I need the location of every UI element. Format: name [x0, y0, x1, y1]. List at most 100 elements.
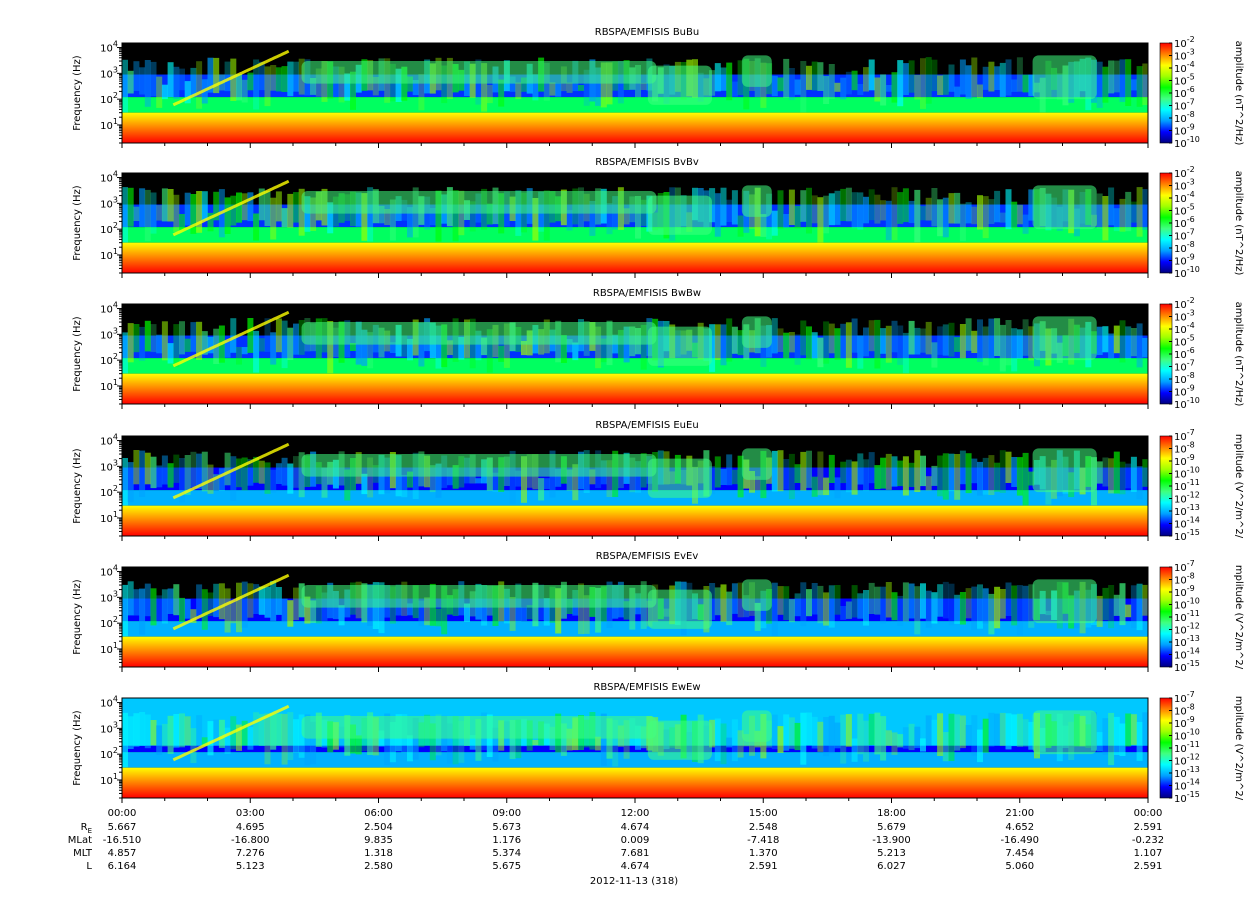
colorbar-tick-label: 10-10: [1174, 466, 1200, 481]
spectral-strip: [173, 584, 180, 616]
spectral-strip: [298, 188, 305, 236]
spectral-strip: [902, 188, 909, 223]
spectral-strip: [196, 453, 203, 489]
colorbar-tick-label: 10-9: [1174, 384, 1195, 399]
spectrogram-panel: RBSPA/EMFISIS BuBu 101 102 103 104 Frequency …: [72, 27, 1244, 150]
colorbar-tick-label: 10-7: [1174, 428, 1195, 443]
spectral-strip: [811, 583, 818, 615]
spectral-strip: [982, 588, 989, 624]
spectral-strip: [304, 714, 311, 766]
spectral-strip: [902, 582, 909, 622]
spectral-strip: [840, 323, 847, 359]
spectral-strip: [464, 603, 470, 622]
spectral-strip: [1011, 585, 1018, 626]
spectral-strip: [754, 476, 761, 491]
spectral-strip: [720, 187, 727, 226]
spectral-strip: [788, 453, 795, 500]
spectral-strip: [880, 328, 887, 354]
spectral-strip: [840, 461, 847, 484]
ephemeris-value: 2.580: [364, 861, 393, 872]
ephemeris-value: 2.591: [1134, 861, 1163, 872]
spectral-strip: [863, 327, 869, 357]
spectral-strip: [595, 326, 602, 369]
spectral-strip: [714, 718, 721, 762]
spectral-strip: [566, 82, 573, 93]
spectral-strip: [201, 737, 208, 747]
spectral-strip: [794, 593, 801, 617]
spectral-strip: [880, 74, 887, 106]
y-tick-label: 104: [100, 695, 118, 710]
spectral-strip: [726, 737, 733, 748]
spectral-strip: [1108, 458, 1115, 494]
colorbar-tick-label: 10-8: [1174, 240, 1195, 255]
spectral-strip: [1102, 457, 1109, 487]
spectral-strip: [230, 456, 237, 501]
spectral-strip: [184, 81, 191, 104]
spectral-strip: [281, 66, 288, 92]
spectral-strip: [1125, 713, 1132, 747]
ephemeris-value: -7.418: [747, 835, 779, 846]
spectral-strip: [931, 59, 938, 92]
colorbar-tick-label: 10-14: [1174, 516, 1200, 531]
colorbar-tick-label: 10-10: [1174, 265, 1200, 280]
spectral-band: [122, 373, 1148, 404]
spectral-strip: [1028, 189, 1035, 221]
spectral-strip: [498, 79, 505, 107]
spectral-strip: [287, 193, 294, 228]
colorbar-tick-label: 10-6: [1174, 85, 1195, 100]
spectral-strip: [977, 461, 983, 496]
spectral-strip: [429, 465, 436, 493]
spectral-strip: [167, 343, 174, 364]
spectral-strip: [874, 712, 881, 755]
colorbar-tick-label: 10-9: [1174, 453, 1195, 468]
spectral-strip: [1016, 585, 1023, 636]
hiss-region: [741, 316, 772, 348]
spectral-strip: [486, 84, 493, 104]
spectral-strip: [122, 187, 128, 243]
spectral-strip: [486, 203, 493, 225]
spectral-strip: [925, 590, 932, 628]
spectral-strip: [1028, 74, 1035, 97]
spectral-strip: [264, 586, 271, 618]
y-tick-label: 101: [100, 117, 118, 132]
spectral-strip: [144, 583, 151, 617]
spectral-strip: [1113, 325, 1120, 354]
spectral-strip: [139, 67, 146, 95]
spectral-strip: [241, 79, 248, 103]
spectral-strip: [218, 719, 225, 748]
colorbar-label: mplitude (V^2/m^2/: [1233, 434, 1244, 539]
colorbar-tick-label: 10-11: [1174, 609, 1200, 624]
spectral-strip: [982, 457, 989, 495]
spectral-strip: [412, 717, 419, 760]
spectral-strip: [190, 322, 197, 352]
spectral-strip: [920, 58, 926, 109]
spectral-strip: [230, 195, 237, 226]
spectral-band: [122, 752, 1148, 768]
colorbar-tick-label: 10-14: [1174, 778, 1200, 793]
y-tick-label: 103: [100, 589, 118, 604]
spectral-strip: [253, 330, 260, 373]
spectral-strip: [811, 195, 818, 224]
spectral-strip: [874, 77, 881, 102]
spectral-strip: [885, 730, 892, 746]
spectral-strip: [435, 190, 442, 242]
spectral-strip: [783, 332, 790, 358]
spectral-strip: [560, 335, 567, 363]
spectral-strip: [190, 451, 197, 488]
spectral-strip: [595, 587, 602, 633]
spectral-strip: [1119, 59, 1126, 102]
spectral-strip: [811, 476, 818, 497]
spectral-strip: [173, 324, 180, 368]
spectral-strip: [868, 189, 875, 221]
spectral-strip: [908, 60, 915, 93]
spectral-strip: [532, 74, 539, 101]
spectral-strip: [788, 189, 795, 225]
spectral-strip: [977, 729, 983, 763]
ephemeris-value: 5.213: [877, 848, 906, 859]
ephemeris-value: -0.232: [1132, 835, 1164, 846]
spectral-strip: [1113, 208, 1120, 232]
spectral-strip: [771, 318, 778, 354]
spectral-strip: [173, 194, 180, 232]
spectral-strip: [851, 70, 858, 91]
spectral-strip: [606, 203, 613, 235]
